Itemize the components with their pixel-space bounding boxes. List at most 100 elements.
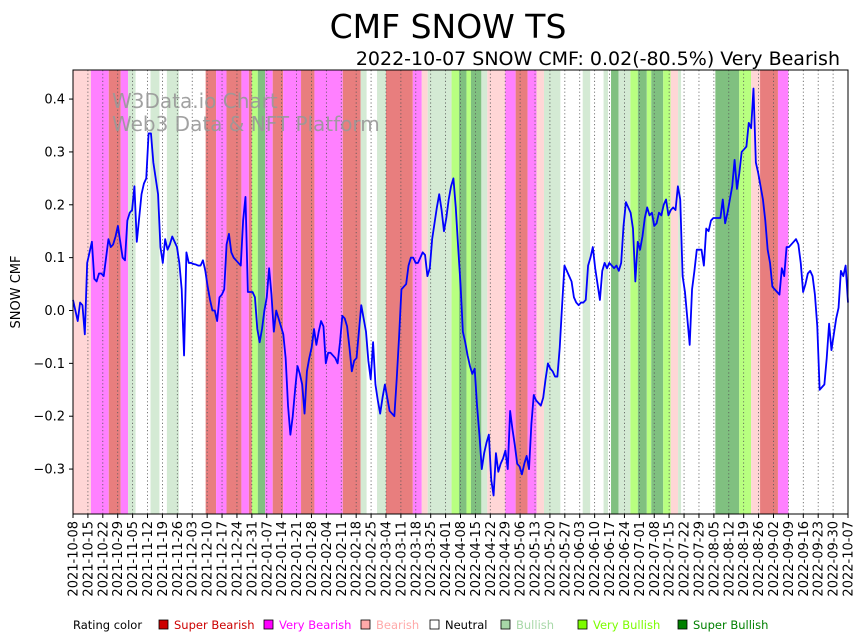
x-tick-label: 2021-11-05 [126, 521, 141, 597]
x-tick-label: 2022-03-11 [394, 521, 409, 597]
x-tick-label: 2021-11-12 [141, 521, 156, 597]
rating-band [90, 70, 109, 514]
x-tick-label: 2022-09-02 [767, 521, 782, 597]
x-tick-label: 2021-10-22 [96, 521, 111, 597]
x-tick-label: 2021-10-08 [67, 521, 82, 597]
y-tick-label: 0.1 [44, 251, 65, 266]
x-tick-label: 2022-08-05 [707, 521, 722, 597]
x-tick-label: 2022-10-07 [842, 521, 857, 597]
x-tick-label: 2022-01-28 [305, 521, 320, 597]
x-tick-label: 2022-04-15 [469, 521, 484, 597]
x-tick-label: 2022-06-17 [603, 521, 618, 597]
rating-band [536, 70, 544, 514]
rating-band [603, 70, 609, 514]
x-tick-label: 2021-11-26 [171, 521, 186, 597]
legend-swatch [577, 619, 588, 630]
x-tick-label: 2022-04-08 [454, 521, 469, 597]
rating-band [670, 70, 679, 514]
x-tick-label: 2022-07-29 [693, 521, 708, 597]
x-tick-label: 2021-10-29 [111, 521, 126, 597]
x-tick-label: 2022-05-27 [558, 521, 573, 597]
x-tick-label: 2021-12-10 [201, 521, 216, 597]
rating-band [251, 70, 258, 514]
x-tick-label: 2021-11-19 [156, 521, 171, 597]
legend-swatch [677, 619, 688, 630]
x-tick-label: 2022-06-10 [588, 521, 603, 597]
x-axis: 2021-10-08 2021-10-15 2021-10-22 2021-10-29… [67, 514, 857, 597]
watermark-line-2: Web3 Data & NFT Platform [112, 112, 380, 136]
x-tick-label: 2022-03-18 [409, 521, 424, 597]
x-tick-label: 2022-03-25 [424, 521, 439, 597]
chart-subtitle: 2022-10-07 SNOW CMF: 0.02(-80.5%) Very B… [356, 48, 840, 70]
rating-band [715, 70, 740, 514]
rating-band [451, 70, 460, 514]
y-tick-label: 0.3 [44, 145, 65, 160]
rating-band [646, 70, 652, 514]
rating-band [760, 70, 778, 514]
rating-band [166, 70, 179, 514]
rating-band [205, 70, 217, 514]
rating-band [470, 70, 482, 514]
x-tick-label: 2022-07-01 [633, 521, 648, 597]
x-tick-label: 2022-02-04 [320, 521, 335, 597]
x-tick-label: 2022-09-09 [782, 521, 797, 597]
x-tick-label: 2021-12-03 [186, 521, 201, 597]
x-tick-label: 2021-10-15 [81, 521, 96, 597]
rating-band [360, 70, 367, 514]
rating-band [459, 70, 467, 514]
rating-band [739, 70, 752, 514]
legend-label: Bullish [516, 618, 554, 632]
watermark: W3Data.io Chart Web3 Data & NFT Platform [112, 89, 380, 136]
rating-band [618, 70, 631, 514]
rating-band [678, 70, 682, 514]
chart-title: CMF SNOW TS [330, 7, 567, 46]
rating-band [466, 70, 471, 514]
x-tick-label: 2022-01-21 [290, 521, 305, 597]
x-tick-label: 2022-05-20 [543, 521, 558, 597]
y-axis: −0.3 −0.2 −0.1 0.0 0.1 0.2 0.3 0.4 [33, 93, 73, 478]
x-tick-label: 2022-01-14 [275, 521, 290, 597]
legend-label: Super Bearish [174, 618, 255, 632]
rating-band [241, 70, 249, 514]
y-tick-label: −0.3 [33, 463, 65, 478]
rating-band [637, 70, 647, 514]
x-tick-label: 2022-09-30 [827, 521, 842, 597]
rating-band [73, 70, 91, 514]
legend-label: Very Bullish [593, 618, 660, 632]
x-tick-label: 2022-05-06 [514, 521, 529, 597]
rating-band [128, 70, 136, 514]
x-tick-label: 2022-04-29 [499, 521, 514, 597]
legend-swatch [429, 619, 440, 630]
x-tick-label: 2022-02-11 [335, 521, 350, 597]
y-tick-label: −0.2 [33, 410, 65, 425]
x-tick-label: 2022-01-07 [260, 521, 275, 597]
rating-band [427, 70, 452, 514]
rating-bands [73, 70, 789, 514]
rating-band [421, 70, 428, 514]
rating-band [527, 70, 537, 514]
y-tick-label: 0.0 [44, 304, 65, 319]
legend-label: Neutral [445, 618, 487, 632]
x-tick-label: 2022-07-15 [663, 521, 678, 597]
y-tick-label: 0.2 [44, 198, 65, 213]
x-tick-label: 2022-06-24 [618, 521, 633, 597]
x-tick-label: 2022-08-19 [737, 521, 752, 597]
legend-label: Bearish [376, 618, 419, 632]
cmf-line [72, 87, 849, 497]
rating-band [257, 70, 266, 514]
rating-band [108, 70, 121, 514]
legend-title: Rating color [73, 618, 142, 632]
rating-band [377, 70, 386, 514]
rating-band [150, 70, 160, 514]
legend-swatch [360, 619, 371, 630]
rating-band [663, 70, 671, 514]
legend-swatch [500, 619, 511, 630]
x-tick-label: 2022-09-23 [812, 521, 827, 597]
x-tick-label: 2022-07-22 [678, 521, 693, 597]
x-tick-label: 2022-04-22 [484, 521, 499, 597]
x-tick-label: 2022-08-12 [722, 521, 737, 597]
x-tick-label: 2022-05-13 [529, 521, 544, 597]
rating-band [283, 70, 302, 514]
legend-label: Super Bullish [693, 618, 768, 632]
watermark-line-1: W3Data.io Chart [112, 89, 278, 113]
